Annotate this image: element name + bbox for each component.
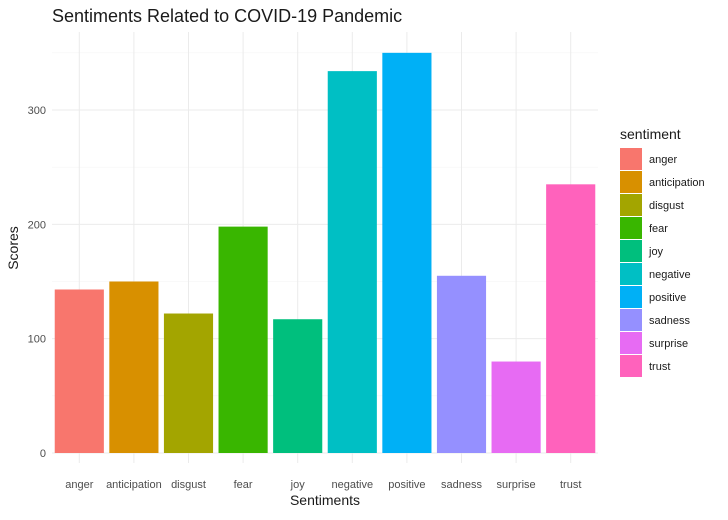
legend-key-fear: [620, 217, 642, 239]
x-tick-label: sadness: [441, 479, 482, 491]
legend-key-joy: [620, 240, 642, 262]
x-tick-label: disgust: [171, 479, 206, 491]
legend-title: sentiment: [620, 126, 681, 142]
y-tick-label: 300: [28, 105, 46, 117]
legend-key-trust: [620, 355, 642, 377]
legend-key-negative: [620, 263, 642, 285]
legend-key-anger: [620, 148, 642, 170]
bar-joy: [273, 319, 323, 453]
bar-sadness: [436, 275, 487, 453]
bars: [54, 52, 596, 454]
bar-negative: [327, 71, 377, 454]
x-tick-label: surprise: [497, 479, 536, 491]
y-axis-ticks: 0 100 200 300: [28, 105, 46, 460]
legend-key-anticipation: [620, 171, 642, 193]
legend-label: negative: [649, 269, 691, 281]
x-tick-label: anticipation: [106, 479, 162, 491]
bar-disgust: [163, 313, 214, 453]
legend-key-positive: [620, 286, 642, 308]
chart-title: Sentiments Related to COVID-19 Pandemic: [52, 6, 402, 26]
x-tick-label: trust: [560, 479, 581, 491]
x-tick-label: joy: [290, 479, 306, 491]
bar-anticipation: [109, 281, 159, 453]
legend-label: sadness: [649, 315, 690, 327]
legend-key-disgust: [620, 194, 642, 216]
legend-label: positive: [649, 292, 686, 304]
x-tick-label: positive: [388, 479, 425, 491]
legend-label: fear: [649, 223, 668, 235]
x-tick-label: negative: [332, 479, 374, 491]
legend-label: trust: [649, 361, 670, 373]
legend-label: anticipation: [649, 177, 705, 189]
legend-label: joy: [648, 246, 664, 258]
x-axis-ticks: anger anticipation disgust fear joy negative p…: [65, 479, 581, 491]
legend-key-surprise: [620, 332, 642, 354]
legend-label: disgust: [649, 200, 684, 212]
x-axis-title: Sentiments: [290, 492, 360, 508]
y-axis-title: Scores: [5, 226, 21, 270]
bar-fear: [218, 226, 268, 453]
legend: sentiment anger anticipation disgust fear jo…: [620, 126, 705, 377]
bar-trust: [546, 184, 596, 454]
legend-label: surprise: [649, 338, 688, 350]
y-tick-label: 100: [28, 334, 46, 346]
legend-label: anger: [649, 154, 677, 166]
y-tick-label: 0: [40, 448, 46, 460]
bar-surprise: [491, 361, 541, 453]
bar-anger: [54, 289, 104, 453]
x-tick-label: fear: [234, 479, 253, 491]
y-tick-label: 200: [28, 219, 46, 231]
legend-key-sadness: [620, 309, 642, 331]
bar-positive: [382, 52, 432, 453]
x-tick-label: anger: [65, 479, 93, 491]
